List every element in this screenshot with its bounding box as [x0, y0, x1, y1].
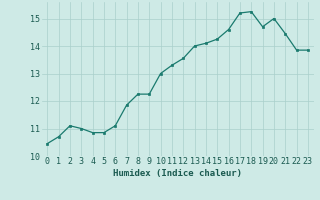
X-axis label: Humidex (Indice chaleur): Humidex (Indice chaleur): [113, 169, 242, 178]
